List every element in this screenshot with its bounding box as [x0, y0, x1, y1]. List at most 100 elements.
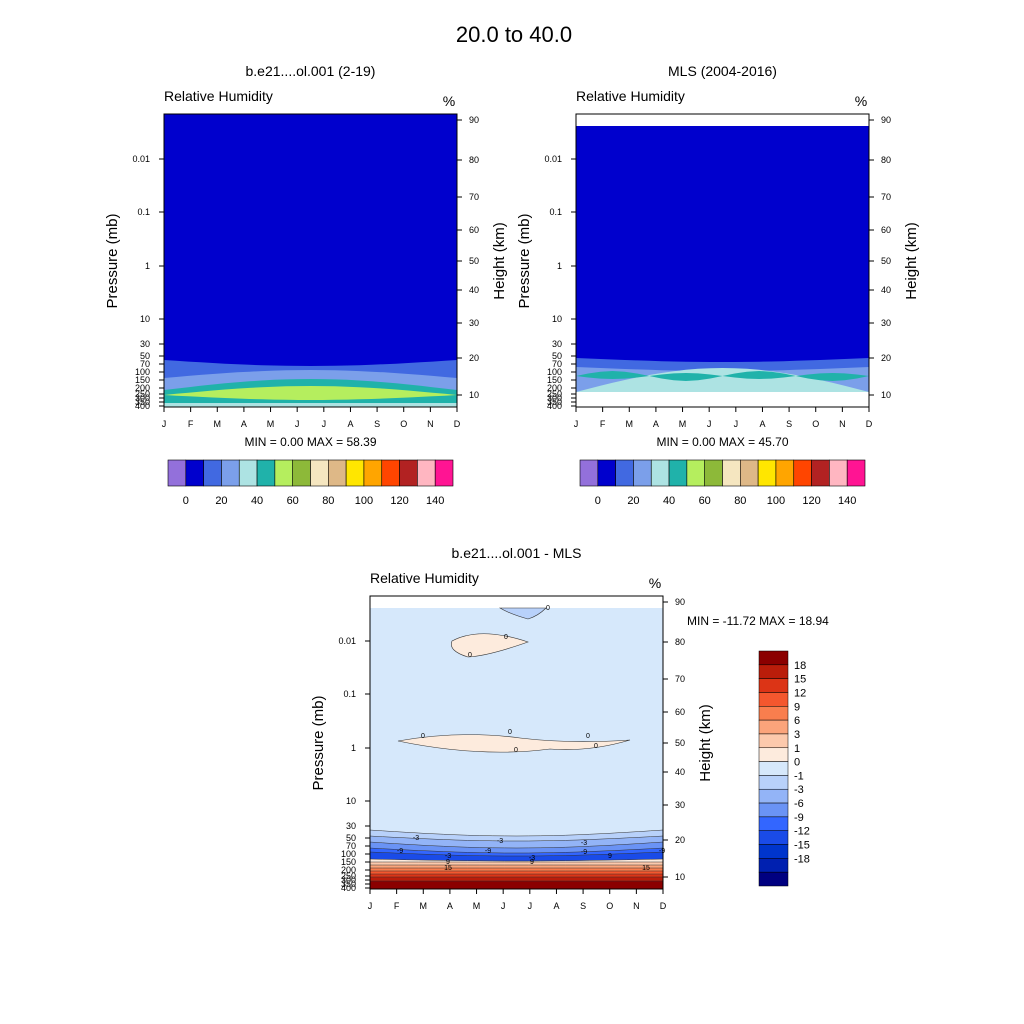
contour-label: 0: [594, 743, 598, 750]
height-tick-label: 40: [881, 285, 891, 295]
colorbar-swatch: [758, 775, 789, 790]
height-tick-label: 40: [675, 767, 685, 777]
y-tick-label: 0.1: [343, 689, 356, 699]
height-tick-label: 20: [469, 353, 479, 363]
contour-label: 9: [446, 859, 450, 866]
y-tick-label: 400: [547, 401, 562, 411]
x-tick-label: S: [786, 419, 792, 429]
x-tick-label: N: [427, 419, 434, 429]
contour-label: 0: [504, 634, 508, 641]
colorbar-label: 0: [595, 495, 601, 507]
x-tick-label: F: [394, 901, 400, 911]
colorbar-swatch: [775, 459, 795, 487]
y-axis-label: Pressure (mb): [516, 213, 533, 308]
contour-label: 0: [514, 747, 518, 754]
y-tick-label: 0.1: [549, 207, 562, 217]
x-tick-label: A: [447, 901, 453, 911]
colorbar-swatch: [434, 459, 454, 487]
height-tick-label: 10: [881, 390, 891, 400]
y-tick-label: 150: [341, 857, 356, 867]
x-tick-label: J: [295, 419, 300, 429]
y-tick-label: 250: [135, 389, 150, 399]
x-tick-label: J: [162, 419, 167, 429]
y-tick-label: 0.01: [544, 154, 562, 164]
x-tick-label: S: [580, 901, 586, 911]
colorbar-swatch: [758, 650, 789, 666]
x-tick-label: J: [574, 419, 579, 429]
colorbar-swatch: [328, 459, 347, 487]
fill-region-level5: [576, 371, 869, 381]
colorbar-swatch: [167, 459, 187, 487]
contour-label: -9: [659, 848, 665, 855]
colorbar-label: -15: [794, 840, 810, 852]
y-tick-label: 200: [135, 383, 150, 393]
fill-region-minus3-top: [498, 607, 547, 620]
colorbar-swatch: [758, 664, 789, 679]
colorbar-label: -18: [794, 853, 810, 865]
y-axis-label: Pressure (mb): [104, 213, 121, 308]
colorbar-swatch: [740, 459, 759, 487]
y-tick-label: 150: [547, 375, 562, 385]
y-axis-label: Pressure (mb): [310, 695, 327, 790]
height-tick-label: 50: [469, 256, 479, 266]
height-tick-label: 10: [675, 872, 685, 882]
y-tick-label: 30: [346, 821, 356, 831]
colorbar-label: 20: [627, 495, 639, 507]
x-tick-label: M: [420, 901, 428, 911]
min-max-stats: MIN = 0.00 MAX = 58.39: [244, 435, 376, 449]
x-tick-label: F: [600, 419, 606, 429]
height-tick-label: 20: [675, 835, 685, 845]
colorbar-label: 100: [767, 495, 785, 507]
height-tick-label: 30: [881, 318, 891, 328]
y-axis-right-label: Height (km): [491, 222, 508, 300]
colorbar-swatch: [417, 459, 436, 487]
x-tick-label: O: [400, 419, 407, 429]
height-tick-label: 80: [469, 155, 479, 165]
x-tick-label: M: [267, 419, 275, 429]
colorbar-label: -6: [794, 798, 804, 810]
y-tick-label: 300: [135, 393, 150, 403]
colorbar-label: 20: [215, 495, 227, 507]
colorbar-swatch: [615, 459, 634, 487]
units-label: %: [649, 575, 661, 591]
fill-region-level1: [576, 126, 869, 392]
colorbar-swatch: [238, 459, 258, 487]
x-tick-label: D: [454, 419, 461, 429]
y-tick-label: 0.01: [132, 154, 150, 164]
y-tick-label: 250: [547, 389, 562, 399]
colorbar-label: 120: [390, 495, 408, 507]
colorbar-label: 140: [838, 495, 856, 507]
contour-label: 9: [530, 859, 534, 866]
colorbar-label: 140: [426, 495, 444, 507]
y-tick-label: 1: [145, 261, 150, 271]
height-tick-label: 90: [881, 115, 891, 125]
contour-label: -3: [497, 838, 503, 845]
panel-title: MLS (2004-2016): [668, 63, 777, 79]
panel-model: b.e21....ol.001 (2-19) Relative Humidity%…: [104, 63, 508, 507]
y-tick-label: 200: [547, 383, 562, 393]
height-tick-label: 80: [675, 637, 685, 647]
colorbar-swatch: [811, 459, 830, 487]
y-tick-label: 150: [135, 375, 150, 385]
colorbar-swatch: [758, 747, 789, 762]
colorbar-label: 0: [794, 757, 800, 769]
x-tick-label: J: [322, 419, 327, 429]
colorbar-label: 18: [794, 660, 806, 672]
x-tick-label: D: [660, 901, 667, 911]
panel-variable-label: Relative Humidity: [370, 570, 479, 586]
x-tick-label: M: [626, 419, 634, 429]
x-tick-label: M: [473, 901, 481, 911]
panel-title: b.e21....ol.001 - MLS: [452, 545, 582, 561]
x-tick-label: J: [734, 419, 739, 429]
y-tick-label: 30: [140, 339, 150, 349]
panel-variable-label: Relative Humidity: [164, 88, 273, 104]
colorbar-swatch: [758, 788, 789, 804]
colorbar-swatch: [758, 816, 789, 831]
colorbar-swatch: [758, 706, 789, 721]
colorbar-swatch: [793, 459, 812, 487]
y-tick-label: 300: [341, 875, 356, 885]
panel-mls: MLS (2004-2016) Relative Humidity % J F M A M J J…: [516, 63, 920, 507]
y-axis-right-label: Height (km): [697, 704, 714, 782]
colorbar-swatch: [704, 459, 723, 487]
contour-label: -9: [581, 849, 587, 856]
